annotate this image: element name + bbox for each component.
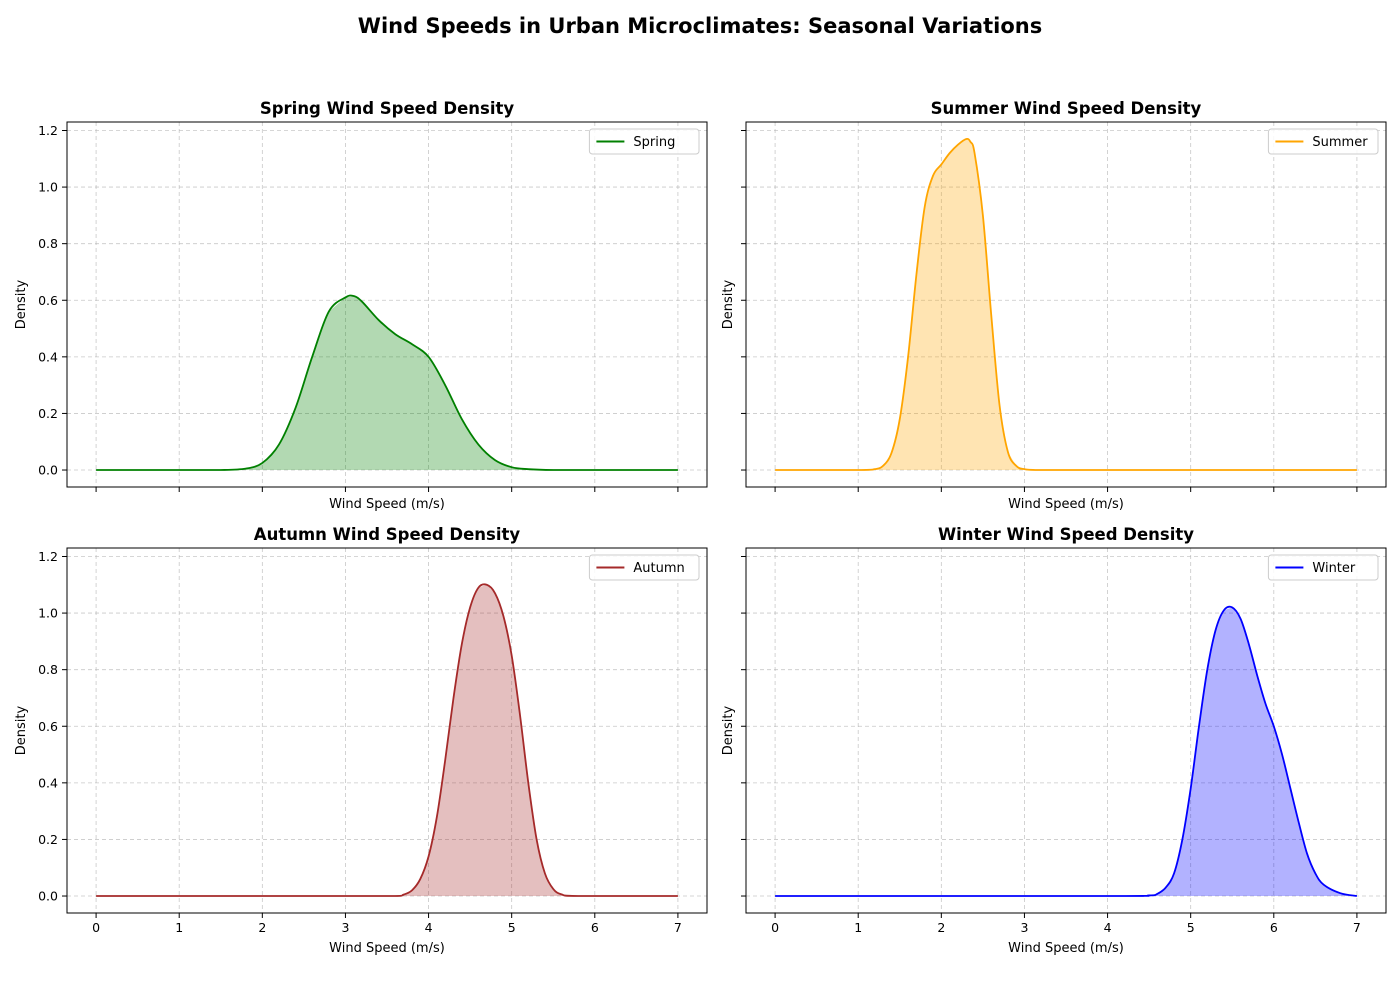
spring-y-tick-label: 0.4	[38, 349, 58, 364]
autumn-y-tick-label: 0.0	[38, 889, 58, 904]
winter-density-fill	[775, 607, 1357, 897]
summer-density-line	[775, 137, 1357, 471]
winter-y-axis-label: Density	[721, 705, 736, 755]
winter-chart-title: Winter Wind Speed Density	[938, 525, 1194, 544]
winter-x-axis-label: Wind Speed (m/s)	[1008, 941, 1124, 956]
spring-subplot: 0.0 0.2 0.4 0.6 0.8 1.0 1.2 Spring Wind Speed D…	[14, 99, 708, 512]
autumn-x-tick-label: 5	[508, 920, 516, 935]
spring-y-tick-label: 0.8	[38, 236, 58, 251]
spring-plot-area	[67, 122, 707, 487]
spring-y-tick-label: 1.0	[38, 180, 58, 195]
spring-chart-title: Spring Wind Speed Density	[260, 99, 515, 118]
winter-x-tick-label: 6	[1270, 920, 1278, 935]
figure-title: Wind Speeds in Urban Microclimates: Seas…	[357, 14, 1043, 38]
autumn-chart-title: Autumn Wind Speed Density	[254, 525, 521, 544]
winter-x-tick-label: 1	[854, 920, 862, 935]
autumn-x-axis-label: Wind Speed (m/s)	[329, 941, 445, 956]
spring-legend-box	[588, 128, 700, 155]
spring-y-axis-label: Density	[14, 279, 29, 329]
autumn-x-tick-label: 6	[591, 920, 599, 935]
autumn-x-tick-label: 7	[674, 920, 682, 935]
autumn-x-tick-label: 4	[425, 920, 433, 935]
winter-x-tick-label: 4	[1104, 920, 1112, 935]
spring-legend-label: Spring	[633, 135, 675, 150]
autumn-density-line	[96, 583, 678, 897]
winter-legend-label: Winter	[1312, 561, 1356, 576]
autumn-legend-box	[588, 554, 700, 581]
winter-x-tick-label: 0	[771, 920, 779, 935]
summer-x-axis-label: Wind Speed (m/s)	[1008, 497, 1124, 512]
autumn-axes-frame	[66, 547, 708, 914]
autumn-y-tick-label: 0.8	[38, 662, 58, 677]
spring-x-axis-label: Wind Speed (m/s)	[329, 497, 445, 512]
winter-x-tick-label: 3	[1020, 920, 1028, 935]
autumn-y-tick-label: 0.2	[38, 832, 58, 847]
spring-y-tick-label: 0.6	[38, 293, 58, 308]
autumn-legend: Autumn	[588, 554, 700, 581]
autumn-x-tick-label: 2	[258, 920, 266, 935]
spring-density-fill	[96, 296, 678, 471]
spring-y-tick-label: 0.2	[38, 406, 58, 421]
autumn-y-tick-label: 0.6	[38, 719, 58, 734]
summer-chart-title: Summer Wind Speed Density	[931, 99, 1202, 118]
summer-axes-frame	[745, 121, 1387, 488]
spring-y-tick-label: 1.2	[38, 123, 58, 138]
autumn-y-tick-label: 1.0	[38, 606, 58, 621]
spring-y-tick-label: 0.0	[38, 463, 58, 478]
autumn-y-tick-label: 1.2	[38, 549, 58, 564]
winter-legend-box	[1267, 554, 1379, 581]
winter-legend: Winter	[1267, 554, 1379, 581]
summer-legend-label: Summer	[1312, 135, 1368, 150]
autumn-y-axis-label: Density	[14, 705, 29, 755]
spring-legend: Spring	[588, 128, 700, 155]
spring-density-line	[96, 294, 678, 471]
autumn-y-tick-label: 0.4	[38, 775, 58, 790]
summer-y-axis-label: Density	[721, 279, 736, 329]
autumn-plot-area	[67, 548, 707, 913]
winter-x-tick-label: 7	[1353, 920, 1361, 935]
summer-plot-area	[746, 122, 1386, 487]
autumn-x-tick-label: 3	[341, 920, 349, 935]
winter-density-line	[775, 605, 1358, 897]
spring-axes-frame	[66, 121, 708, 488]
summer-subplot: Summer Wind Speed Density Wind Speed (m/s…	[721, 99, 1387, 512]
summer-legend: Summer	[1267, 128, 1379, 155]
summer-legend-box	[1267, 128, 1379, 155]
autumn-subplot: 0 1 2 3 4 5 6 7 0.0 0.2 0.4 0.6 0.8 1.0 1.2 Autumn Wind…	[14, 525, 708, 956]
winter-axes-frame	[745, 547, 1387, 914]
autumn-legend-label: Autumn	[633, 561, 684, 576]
winter-x-tick-label: 2	[937, 920, 945, 935]
winter-subplot: 0 1 2 3 4 5 6 7 Winter Wind Speed Density Wind Sp…	[721, 525, 1387, 956]
autumn-x-tick-label: 1	[175, 920, 183, 935]
summer-density-fill	[775, 138, 1357, 471]
autumn-x-tick-label: 0	[92, 920, 100, 935]
winter-plot-area	[746, 548, 1386, 913]
winter-x-tick-label: 5	[1187, 920, 1195, 935]
